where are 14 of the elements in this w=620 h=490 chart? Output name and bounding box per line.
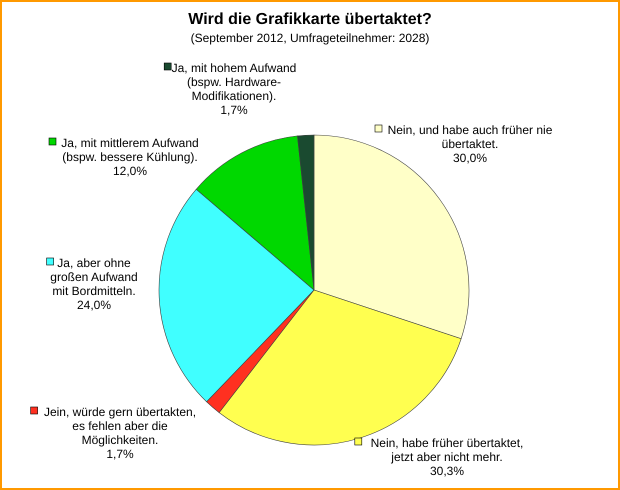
- data-label: 30,3%: [430, 464, 464, 478]
- chart-title: Wird die Grafikkarte übertaktet?: [188, 11, 432, 28]
- data-label: 24,0%: [76, 298, 112, 312]
- legend-label: Ja, mit mittlerem Aufwand (bspw. bessere Kühlung).: [61, 136, 199, 164]
- data-label: 1,7%: [220, 103, 248, 117]
- legend-label: Ja, aber ohne großen Aufwand mit Bordmitteln.: [50, 256, 138, 298]
- legend-label: Ja, mit hohem Aufwand (bspw. Hardware- Modifikationen).: [172, 61, 296, 103]
- data-label: 30,0%: [452, 151, 488, 165]
- legend-label: Jein, würde gern übertakten, es fehlen aber die Möglichkeiten.: [44, 405, 196, 447]
- legend-label: Nein, habe früher übertaktet, jetzt aber nicht mehr.: [370, 436, 524, 464]
- data-label: 1,7%: [106, 447, 134, 461]
- data-label: 12,0%: [112, 164, 148, 178]
- legend-label: Nein, und habe auch früher nie übertaktet.: [388, 123, 553, 151]
- chart-subtitle: (September 2012, Umfrageteilnehmer: 2028): [190, 31, 430, 45]
